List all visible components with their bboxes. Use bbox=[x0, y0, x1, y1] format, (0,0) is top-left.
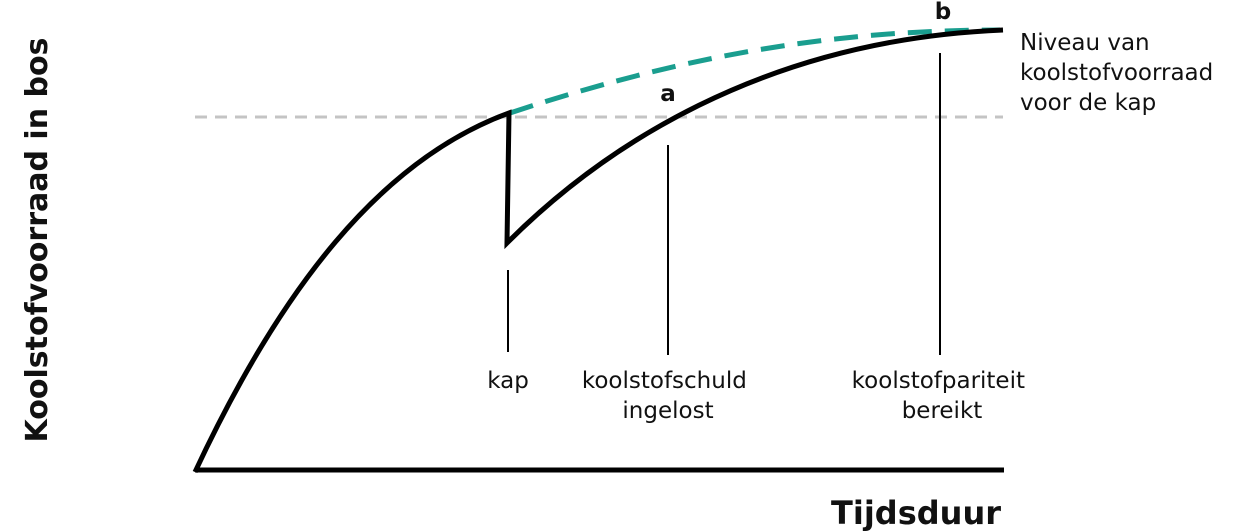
point-label: b bbox=[935, 0, 951, 25]
label-line: koolstofschuld bbox=[582, 368, 747, 394]
label-line: voor de kap bbox=[1020, 90, 1156, 116]
carbon-curve bbox=[192, 27, 1004, 474]
no-harvest-curve bbox=[509, 27, 1001, 116]
label-line: koolstofpariteit bbox=[852, 368, 1025, 394]
label-line: ingelost bbox=[622, 398, 713, 424]
y-axis-label: Koolstofvoorraad in bos bbox=[20, 38, 55, 443]
label-line: bereikt bbox=[902, 398, 983, 424]
marker-label: koolstofschuld ingelost bbox=[582, 368, 754, 424]
level-label: Niveau van koolstofvoorraad voor de kap bbox=[1020, 30, 1221, 116]
label-line: Niveau van bbox=[1020, 30, 1150, 56]
point-label: a bbox=[660, 81, 676, 107]
marker-label: koolstofpariteit bereikt bbox=[852, 368, 1033, 424]
label-line: kap bbox=[487, 368, 529, 394]
marker-label: kap bbox=[487, 368, 529, 394]
label-line: koolstofvoorraad bbox=[1020, 60, 1213, 86]
x-axis-label: Tijdsduur bbox=[831, 494, 1001, 531]
